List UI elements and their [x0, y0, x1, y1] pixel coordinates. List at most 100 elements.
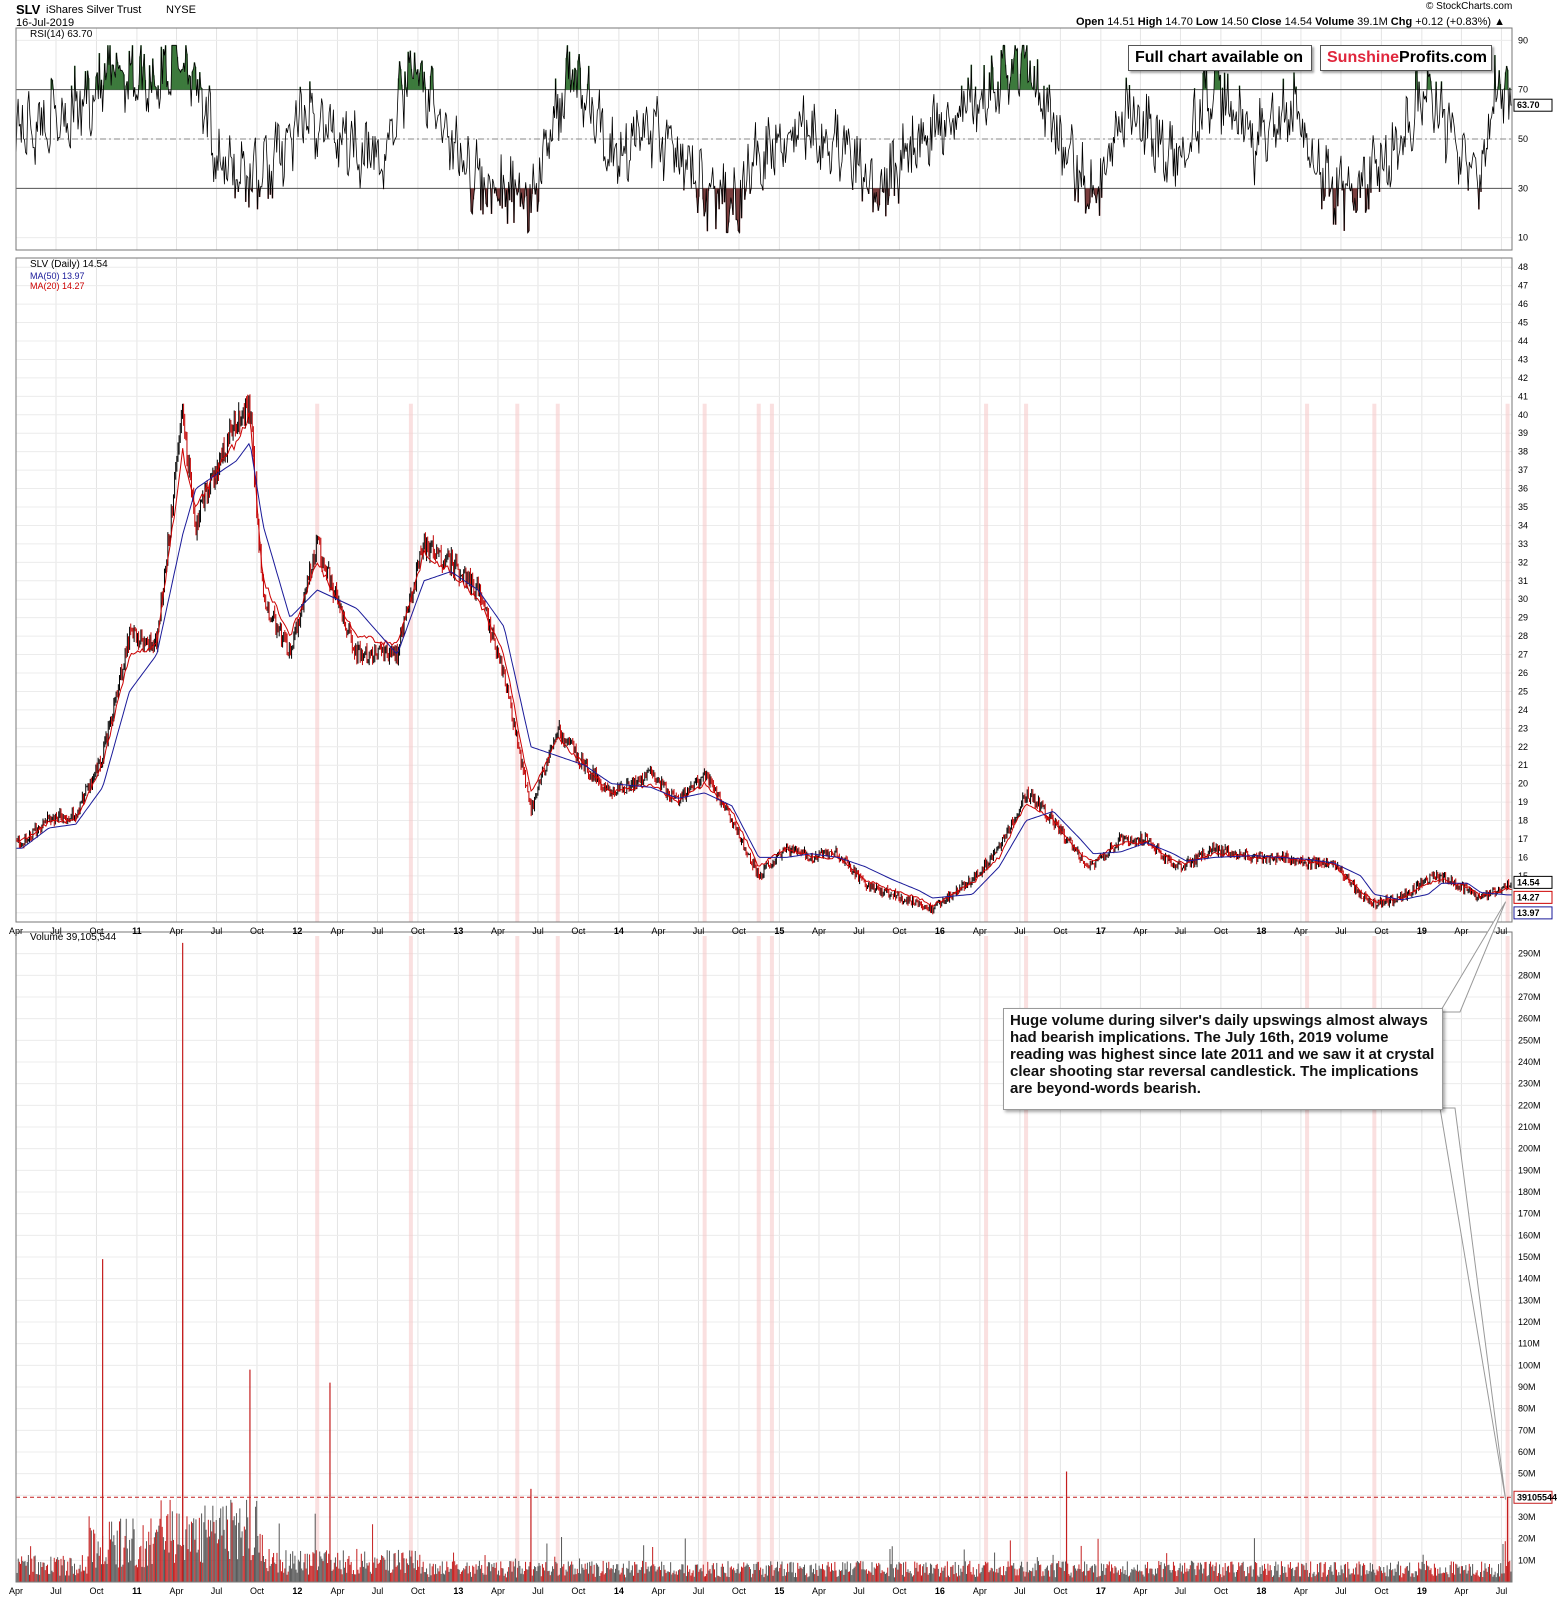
close-last-tag-box: [1513, 875, 1553, 889]
x-tick-label: Jul: [1335, 926, 1347, 936]
ma50-legend: MA(50) 13.97: [30, 271, 85, 281]
highlight-band-volume: [515, 936, 520, 1582]
x-tick-label: 13: [453, 1586, 463, 1596]
volume-tick-label: 200M: [1518, 1144, 1541, 1154]
price-tick-label: 19: [1518, 797, 1528, 807]
volume-tick-label: 10M: [1518, 1555, 1536, 1565]
price-tick-label: 29: [1518, 613, 1528, 623]
highlight-band-volume: [408, 936, 413, 1582]
volume-tick-label: 240M: [1518, 1057, 1541, 1067]
rsi-tick-label: 50: [1518, 134, 1528, 144]
price-tick-label: 18: [1518, 816, 1528, 826]
x-tick-label: Jul: [1175, 926, 1187, 936]
low-label: Low: [1195, 16, 1218, 28]
highlight-bands: [315, 403, 1510, 1582]
volume-value: 39.1M: [1357, 16, 1388, 28]
x-tick-label: 18: [1256, 1586, 1266, 1596]
rsi-tick-label: 70: [1518, 85, 1528, 95]
volume-label: Volume: [1315, 16, 1355, 28]
volume-tick-label: 50M: [1518, 1469, 1536, 1479]
x-tick-label: Jul: [853, 1586, 865, 1596]
x-tick-label: 15: [774, 1586, 784, 1596]
price-tick-label: 23: [1518, 723, 1528, 733]
x-tick-label: Apr: [1133, 1586, 1147, 1596]
highlight-band-price: [1024, 403, 1029, 922]
highlight-band-volume: [756, 936, 761, 1582]
rsi-title: RSI(14) 63.70: [30, 29, 93, 40]
x-tick-label: Oct: [411, 926, 426, 936]
highlight-band-volume: [1305, 936, 1310, 1582]
x-tick-label: Jul: [853, 926, 865, 936]
highlight-band-price: [702, 403, 707, 922]
x-tick-label: 12: [292, 926, 302, 936]
rsi-panel: [15, 44, 1513, 235]
price-tick-label: 38: [1518, 447, 1528, 457]
price-tick-label: 34: [1518, 520, 1528, 530]
x-tick-label: Oct: [89, 926, 104, 936]
highlight-band-volume: [315, 936, 320, 1582]
highlight-band-price: [1372, 403, 1377, 922]
highlight-band-price: [769, 403, 774, 922]
rsi-last-tag-box: [1513, 98, 1553, 112]
price-tick-label: 25: [1518, 686, 1528, 696]
high-value: 14.70: [1165, 16, 1193, 28]
price-tick-label: 21: [1518, 760, 1528, 770]
highlight-band-price: [555, 403, 560, 922]
rsi-last-tag: 63.70: [1517, 100, 1540, 110]
ma50-line: [16, 442, 1512, 901]
ticker-symbol: SLV: [16, 2, 41, 17]
x-tick-label: 15: [774, 926, 784, 936]
x-tick-label: Apr: [973, 1586, 987, 1596]
grid-lines: [15, 28, 1512, 1582]
volume-tick-label: 250M: [1518, 1035, 1541, 1045]
price-tick-label: 41: [1518, 391, 1528, 401]
close-label: Close: [1251, 16, 1282, 28]
chg-value: +0.12 (+0.83%): [1415, 16, 1492, 28]
x-tick-label: Apr: [491, 926, 505, 936]
x-tick-label: Apr: [1454, 926, 1468, 936]
price-tick-label: 46: [1518, 299, 1528, 309]
volume-tick-label: 120M: [1518, 1317, 1541, 1327]
volume-tick-label: 150M: [1518, 1252, 1541, 1262]
volume-last-tag: 39105544: [1517, 1492, 1557, 1502]
x-tick-label: Jul: [372, 1586, 384, 1596]
x-tick-label: 14: [614, 1586, 624, 1596]
x-tick-label: Oct: [571, 1586, 586, 1596]
callout-pointers: [1439, 901, 1507, 1500]
x-tick-label: 19: [1417, 1586, 1427, 1596]
ma20-legend: MA(20) 14.27: [30, 281, 85, 291]
promo-brand-box[interactable]: SunshineProfits.com: [1320, 45, 1492, 71]
volume-tick-label: 30M: [1518, 1512, 1536, 1522]
price-tick-label: 22: [1518, 742, 1528, 752]
volume-tick-label: 210M: [1518, 1122, 1541, 1132]
volume-tick-label: 100M: [1518, 1360, 1541, 1370]
price-tick-label: 47: [1518, 281, 1528, 291]
price-tick-label: 42: [1518, 373, 1528, 383]
x-tick-label: Oct: [1053, 926, 1068, 936]
volume-last-tag-box: [1513, 1490, 1553, 1504]
highlight-band-price: [515, 403, 520, 922]
panel-frame: [15, 931, 1513, 1583]
volume-tick-label: 230M: [1518, 1079, 1541, 1089]
x-tick-label: Jul: [50, 926, 62, 936]
highlight-band-volume: [1372, 936, 1377, 1582]
price-tick-label: 39: [1518, 428, 1528, 438]
volume-tick-label: 80M: [1518, 1404, 1536, 1414]
volume-tick-label: 290M: [1518, 949, 1541, 959]
x-tick-label: Apr: [812, 926, 826, 936]
price-tick-label: 35: [1518, 502, 1528, 512]
brand-sunshine: Sunshine: [1327, 49, 1400, 66]
ma20-line: [15, 412, 1513, 908]
volume-tick-label: 90M: [1518, 1382, 1536, 1392]
volume-tick-label: 180M: [1518, 1187, 1541, 1197]
x-tick-label: Oct: [250, 1586, 265, 1596]
x-tick-label: Oct: [571, 926, 586, 936]
callout-pointer-bottom: [1439, 1107, 1507, 1500]
x-tick-label: 12: [292, 1586, 302, 1596]
x-tick-label: Apr: [812, 1586, 826, 1596]
exchange-label: NYSE: [166, 4, 196, 16]
price-tick-label: 43: [1518, 354, 1528, 364]
highlight-band-volume: [769, 936, 774, 1582]
callout-pointer-top: [1439, 901, 1507, 1013]
x-tick-label: Apr: [1294, 926, 1308, 936]
